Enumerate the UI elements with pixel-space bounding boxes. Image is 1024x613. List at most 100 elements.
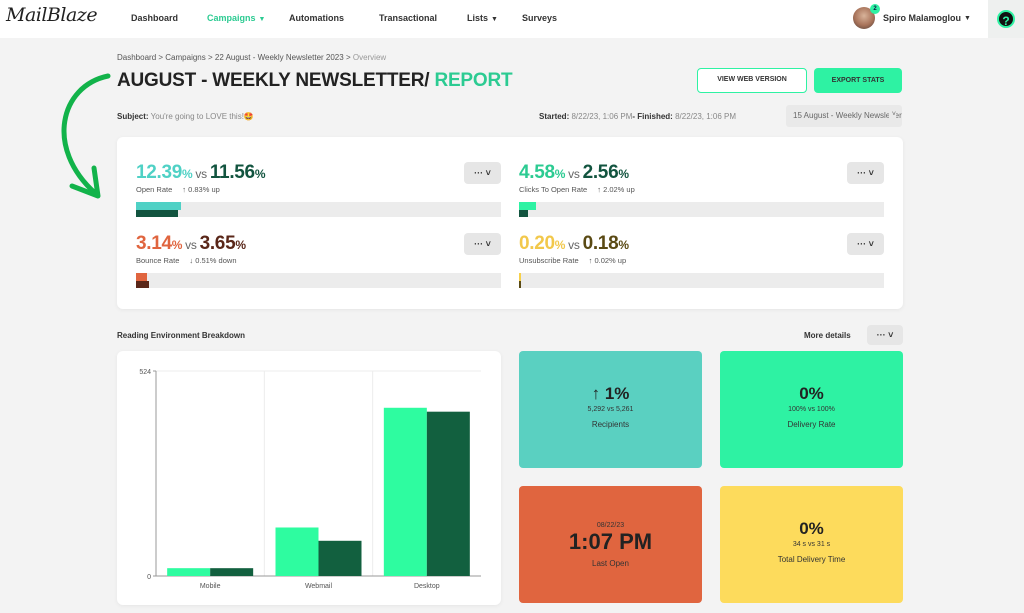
nav-lists[interactable]: Lists ▼ <box>467 13 498 23</box>
tile-label: Last Open <box>592 559 629 568</box>
y-tick-label: 0 <box>147 574 151 581</box>
more-details-menu-button[interactable]: ··· ˅ <box>867 325 903 345</box>
campaign-timing: Started: 8/22/23, 1:06 PM- Finished: 8/2… <box>539 112 736 121</box>
tile-value: 1:07 PM <box>568 529 653 554</box>
y-tick-label: 524 <box>139 369 151 376</box>
tile-total-delivery-time: 0% 34 s vs 31 s Total Delivery Time <box>720 486 903 603</box>
notification-badge: 2 <box>870 4 880 14</box>
stat-bar-compare <box>519 281 521 288</box>
tile-compare: 34 s vs 31 s <box>792 541 831 548</box>
tile-delivery-rate: 0% 100% vs 100% Delivery Rate <box>720 351 903 468</box>
stat-bar <box>136 202 501 217</box>
nav-transactional[interactable]: Transactional <box>379 13 438 23</box>
stat-vs: vs <box>185 238 197 252</box>
breadcrumb-campaign[interactable]: 22 August - Weekly Newsletter 2023 <box>214 53 344 62</box>
stat-current: 4.58 <box>519 162 555 183</box>
x-tick-label: Webmail <box>305 583 333 590</box>
page-title: AUGUST - WEEKLY NEWSLETTER/ REPORT <box>117 70 513 92</box>
stat-unit: % <box>235 238 246 252</box>
stat-bar-compare <box>136 281 150 288</box>
chevron-down-icon: ▼ <box>964 14 971 22</box>
stat-bar-current <box>136 202 182 210</box>
decorative-arrow-icon <box>61 73 111 199</box>
stat-vs: vs <box>195 167 207 181</box>
bar-desktop-compare <box>426 411 470 576</box>
breadcrumb-campaigns[interactable]: Campaigns <box>165 53 206 62</box>
view-web-version-button[interactable]: VIEW WEB VERSION <box>697 68 807 93</box>
avatar: 2 <box>853 4 880 29</box>
stat-subtitle: Unsubscribe Rate ↑ 0.02% up <box>519 256 884 265</box>
stat-unsubscribe-rate: 0.20% vs 0.18% Unsubscribe Rate ↑ 0.02% up … <box>519 233 884 288</box>
stat-bounce-rate: 3.14% vs 3.65% Bounce Rate ↓ 0.51% down ···… <box>136 233 501 288</box>
tile-value: 0% <box>799 384 824 403</box>
bar-webmail-current <box>275 527 319 576</box>
stat-menu-button[interactable]: ··· ˅ <box>464 162 501 184</box>
bar-chart: 524 0 Mobile Webmail Desktop <box>139 369 481 590</box>
stat-subtitle: Open Rate ↑ 0.83% up <box>136 185 501 194</box>
finished-value: 8/22/23, 1:06 PM <box>675 112 737 121</box>
stat-compare: 3.65 <box>199 233 236 254</box>
chevron-down-icon: ▼ <box>491 16 498 23</box>
chevron-down-icon: ˅ <box>888 111 896 118</box>
tile-recipients: ↑ 1% 5,292 vs 5,261 Recipients <box>519 351 702 468</box>
help-button[interactable]: ? <box>988 0 1024 38</box>
stat-bar-current <box>136 273 148 281</box>
x-tick-label: Desktop <box>414 583 440 590</box>
more-details-link[interactable]: More details <box>804 331 851 340</box>
tile-compare: 5,292 vs 5,261 <box>587 406 634 413</box>
mailblaze-logo[interactable]: MailBlaze <box>6 4 98 26</box>
stat-label: Clicks To Open Rate <box>519 185 588 194</box>
stats-card: 12.39% vs 11.56% Open Rate ↑ 0.83% up ··· ˅… <box>117 137 903 309</box>
x-tick-label: Mobile <box>200 583 221 590</box>
nav-surveys[interactable]: Surveys <box>522 13 558 23</box>
subject-value: You're going to LOVE this!🤩 <box>150 112 254 121</box>
subject-label: Subject: <box>117 112 149 121</box>
stat-value: 3.14% vs 3.65% <box>136 233 501 255</box>
stat-unit: % <box>182 167 193 181</box>
finished-label: - Finished: <box>632 112 673 121</box>
stat-unit: % <box>618 238 629 252</box>
stat-menu-button[interactable]: ··· ˅ <box>464 233 501 255</box>
export-stats-button[interactable]: EXPORT STATS <box>814 68 902 93</box>
user-name: Spiro Malamoglou <box>883 13 962 23</box>
nav-automations[interactable]: Automations <box>289 13 344 23</box>
stat-bar <box>519 273 884 288</box>
nav-lists-label: Lists <box>467 13 489 23</box>
stat-menu-button[interactable]: ··· ˅ <box>847 233 884 255</box>
stat-delta: ↑ 0.83% up <box>182 185 220 194</box>
nav-campaigns-label: Campaigns <box>207 13 256 23</box>
started-label: Started: <box>539 112 570 121</box>
reading-environment-chart: 524 0 Mobile Webmail Desktop <box>117 351 501 605</box>
nav-campaigns[interactable]: Campaigns ▼ <box>207 13 265 23</box>
user-menu[interactable]: 2 Spiro Malamoglou ▼ <box>853 4 971 31</box>
reading-environment-title: Reading Environment Breakdown <box>117 331 246 340</box>
bar-mobile-compare <box>210 568 254 576</box>
stat-unit: % <box>554 167 566 181</box>
stat-subtitle: Bounce Rate ↓ 0.51% down <box>136 256 501 265</box>
stat-vs: vs <box>568 167 580 181</box>
stat-delta: ↓ 0.51% down <box>189 256 237 265</box>
stat-unit: % <box>618 167 629 181</box>
breadcrumb: Dashboard > Campaigns > 22 August - Week… <box>117 53 386 62</box>
stat-value: 0.20% vs 0.18% <box>519 233 884 255</box>
bar-webmail-compare <box>318 540 362 576</box>
stat-unit: % <box>554 238 566 252</box>
stat-delta: ↑ 0.02% up <box>588 256 627 265</box>
page-title-main: AUGUST - WEEKLY NEWSLETTER/ <box>117 70 430 91</box>
breadcrumb-dashboard[interactable]: Dashboard <box>117 53 157 62</box>
stat-unit: % <box>254 167 266 181</box>
bar-desktop-current <box>383 407 427 576</box>
stat-open-rate: 12.39% vs 11.56% Open Rate ↑ 0.83% up ··· ˅ <box>136 162 501 217</box>
stat-current: 12.39 <box>136 162 183 183</box>
chevron-down-icon: ▼ <box>258 16 266 23</box>
stat-value: 12.39% vs 11.56% <box>136 162 501 184</box>
stat-unit: % <box>171 238 183 252</box>
tile-last-open: 08/22/23 1:07 PM Last Open <box>519 486 702 603</box>
compare-campaign-select[interactable]: 15 August - Weekly Newsletter ˅ <box>786 105 902 127</box>
compare-campaign-value: 15 August - Weekly Newsletter <box>793 111 902 120</box>
stat-current: 0.20 <box>519 233 555 254</box>
stat-menu-button[interactable]: ··· ˅ <box>847 162 884 184</box>
stat-bar-compare <box>136 210 179 217</box>
tile-value: ↑ 1% <box>591 384 630 403</box>
nav-dashboard[interactable]: Dashboard <box>131 13 179 23</box>
